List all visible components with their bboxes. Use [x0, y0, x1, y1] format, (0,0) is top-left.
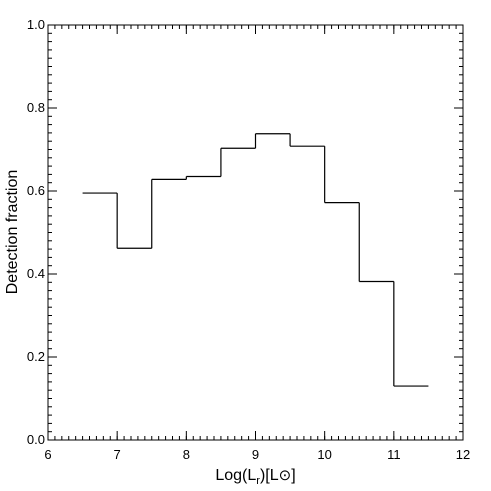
- x-axis-title: Log(Lr)[L⊙]: [215, 467, 295, 487]
- y-tick-label: 0.2: [27, 349, 45, 364]
- y-tick-label: 0.6: [27, 183, 45, 198]
- tick-labels: 6 7 8 9 10 11 12 0.0 0.2 0.4 0.6 0.8 1.0: [27, 17, 470, 462]
- plot-frame: [47, 24, 464, 441]
- histogram-series: [82, 133, 429, 387]
- major-ticks: [47, 24, 464, 441]
- y-tick-label: 0.0: [27, 432, 45, 447]
- x-tick-label: 8: [183, 447, 190, 462]
- minor-ticks: [48, 25, 463, 440]
- x-tick-label: 9: [252, 447, 259, 462]
- y-tick-label: 0.4: [27, 266, 45, 281]
- y-axis-title: Detection fraction: [4, 170, 21, 295]
- y-tick-label: 0.8: [27, 100, 45, 115]
- x-tick-label: 10: [317, 447, 331, 462]
- x-tick-label: 11: [387, 447, 401, 462]
- x-tick-label: 7: [114, 447, 121, 462]
- y-tick-label: 1.0: [27, 17, 45, 32]
- x-tick-label: 12: [456, 447, 470, 462]
- x-tick-label: 6: [44, 447, 51, 462]
